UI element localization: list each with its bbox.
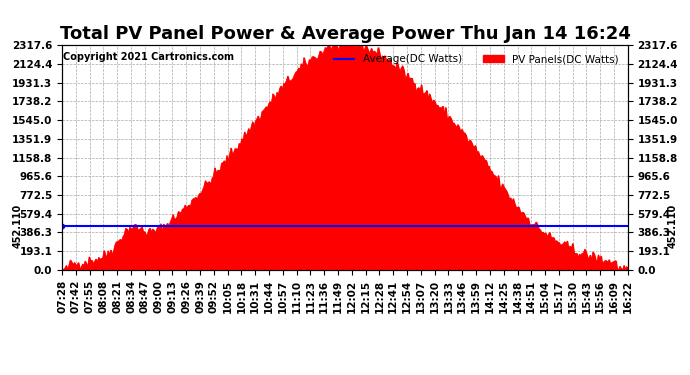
Text: 452.110: 452.110 <box>667 204 678 248</box>
Legend: Average(DC Watts), PV Panels(DC Watts): Average(DC Watts), PV Panels(DC Watts) <box>329 50 622 69</box>
Text: 452.110: 452.110 <box>12 204 23 248</box>
Text: Copyright 2021 Cartronics.com: Copyright 2021 Cartronics.com <box>63 52 234 62</box>
Title: Total PV Panel Power & Average Power Thu Jan 14 16:24: Total PV Panel Power & Average Power Thu… <box>59 26 631 44</box>
